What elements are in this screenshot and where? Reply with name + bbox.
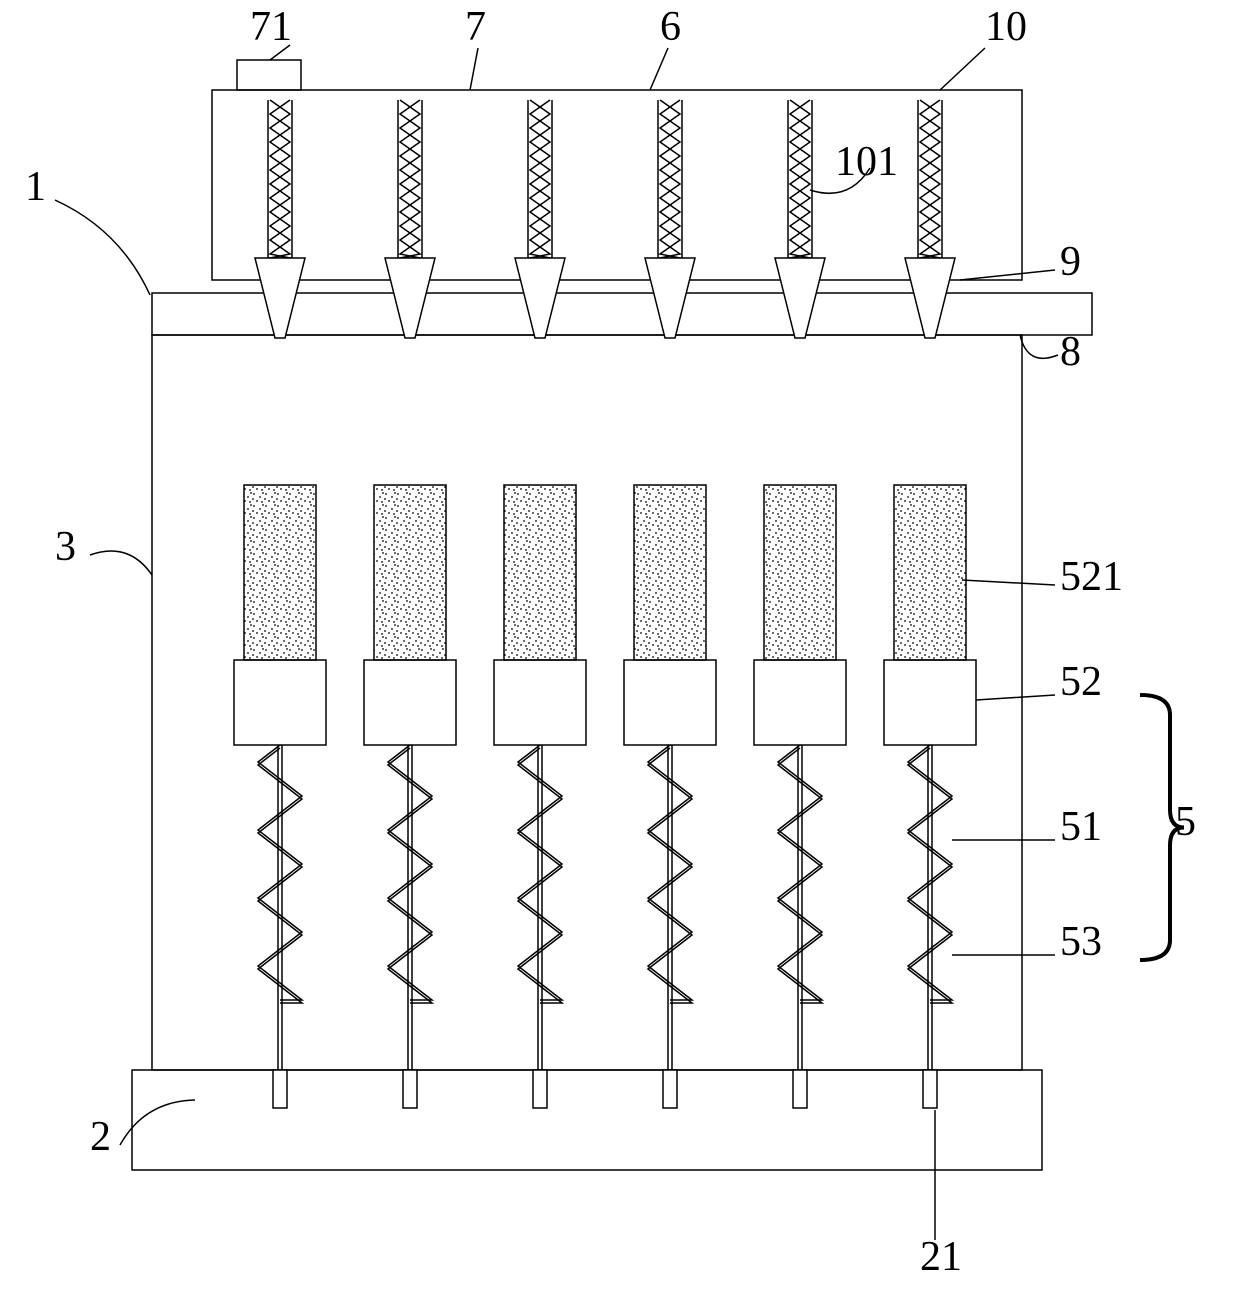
svg-text:51: 51 (1060, 804, 1102, 850)
svg-text:21: 21 (920, 1234, 962, 1280)
svg-text:5: 5 (1175, 799, 1196, 845)
svg-text:521: 521 (1060, 554, 1123, 600)
svg-text:1: 1 (25, 164, 46, 210)
svg-text:2: 2 (90, 1114, 111, 1160)
svg-text:10: 10 (985, 4, 1027, 50)
svg-text:7: 7 (465, 4, 486, 50)
svg-text:6: 6 (660, 4, 681, 50)
svg-text:71: 71 (250, 4, 292, 50)
svg-text:3: 3 (55, 524, 76, 570)
svg-text:52: 52 (1060, 659, 1102, 705)
svg-text:53: 53 (1060, 919, 1102, 965)
svg-text:101: 101 (835, 139, 898, 185)
svg-text:9: 9 (1060, 239, 1081, 285)
svg-text:8: 8 (1060, 329, 1081, 375)
